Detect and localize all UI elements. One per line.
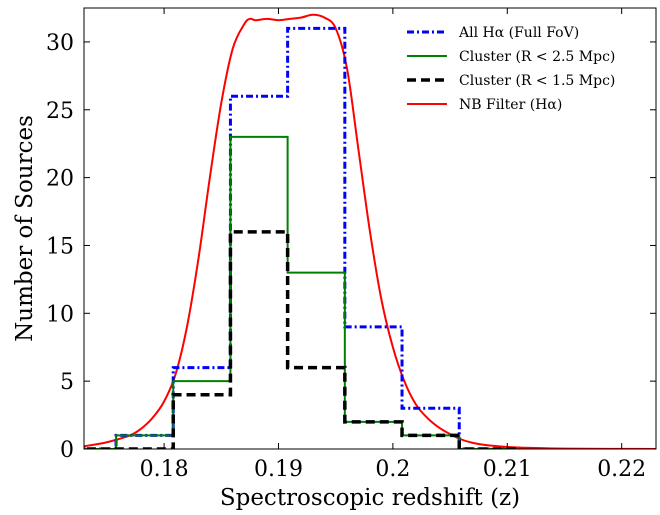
- y-axis-label: Number of Sources: [12, 115, 38, 342]
- x-axis-label: Spectroscopic redshift (z): [220, 485, 520, 511]
- legend-label-4: NB Filter (Hα): [459, 97, 562, 113]
- x-tick-label: 0.18: [140, 457, 189, 482]
- y-tick-label: 10: [46, 302, 74, 327]
- x-tick-label: 0.19: [254, 457, 303, 482]
- series-line-1: [84, 26, 517, 449]
- legend-label-1: All Hα (Full FoV): [458, 25, 579, 41]
- legend-label-3: Cluster (R < 1.5 Mpc): [459, 73, 615, 89]
- y-tick-label: 15: [46, 234, 74, 259]
- y-tick-label: 0: [60, 438, 74, 463]
- y-tick-label: 20: [46, 167, 74, 192]
- y-tick-label: 30: [46, 31, 74, 56]
- x-tick-label: 0.2: [375, 457, 410, 482]
- series-line-3: [84, 230, 517, 449]
- ticks-layer: 0.18 0.19 0.2 0.21 0.22 0 5 10 15 20 25 30: [46, 8, 656, 482]
- legend: All Hα (Full FoV) Cluster (R < 2.5 Mpc) Cl…: [407, 25, 615, 113]
- plot-frame: [83, 7, 657, 450]
- y-tick-label: 5: [60, 370, 74, 395]
- y-tick-label: 25: [46, 99, 74, 124]
- x-tick-label: 0.21: [483, 457, 532, 482]
- legend-label-2: Cluster (R < 2.5 Mpc): [459, 49, 615, 65]
- series-layer: [84, 13, 656, 449]
- x-tick-label: 0.22: [597, 457, 646, 482]
